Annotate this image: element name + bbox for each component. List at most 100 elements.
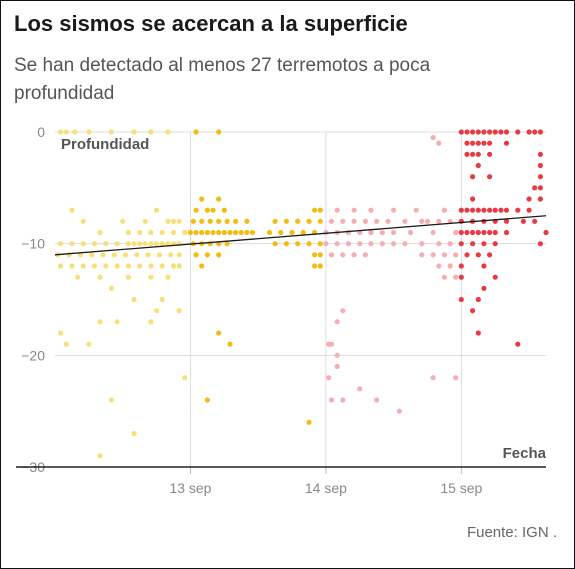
trendline-group: [54, 215, 547, 256]
y-tick-label: 0: [37, 124, 45, 140]
data-point: [537, 185, 544, 191]
data-point: [537, 174, 544, 180]
chart-subtitle: Se han detectado al menos 27 terremotos …: [14, 55, 431, 104]
data-point: [176, 263, 182, 269]
data-point: [154, 308, 160, 314]
data-point: [430, 135, 436, 141]
data-point: [515, 129, 521, 135]
data-point: [419, 241, 425, 247]
data-point: [58, 129, 64, 135]
data-point: [464, 129, 470, 135]
data-point: [233, 218, 239, 224]
data-point: [526, 196, 532, 202]
data-points: [55, 129, 549, 459]
data-point: [168, 252, 174, 258]
data-point: [464, 140, 470, 146]
data-point: [156, 252, 162, 258]
data-point: [125, 241, 131, 247]
data-point: [464, 229, 470, 236]
data-point: [351, 218, 357, 224]
data-point: [328, 218, 335, 224]
data-point: [328, 252, 335, 258]
data-point: [80, 241, 86, 247]
data-point: [300, 229, 306, 236]
data-point: [520, 218, 527, 224]
data-point: [340, 218, 346, 224]
data-point: [190, 218, 196, 224]
data-point: [221, 207, 227, 213]
data-point: [91, 263, 98, 269]
data-point: [137, 263, 143, 269]
data-point: [515, 207, 521, 213]
data-point: [340, 308, 346, 314]
data-point: [131, 296, 137, 303]
data-point: [114, 319, 120, 325]
data-point: [470, 129, 476, 135]
data-point: [351, 207, 357, 213]
data-point: [374, 218, 380, 224]
data-point: [97, 274, 103, 280]
data-point: [340, 252, 346, 258]
data-point: [470, 308, 476, 314]
data-point: [182, 229, 188, 236]
data-point: [193, 252, 199, 258]
data-point: [317, 218, 323, 224]
data-point: [170, 229, 177, 236]
data-point: [396, 408, 402, 414]
data-point: [419, 252, 425, 258]
data-point: [481, 285, 487, 291]
data-point: [58, 241, 64, 247]
data-point: [142, 241, 148, 247]
data-point: [176, 218, 182, 224]
data-point: [458, 241, 464, 247]
data-point: [193, 129, 199, 135]
data-point: [470, 174, 476, 180]
data-point: [108, 129, 114, 135]
data-point: [326, 341, 332, 347]
data-point: [193, 207, 199, 213]
data-point: [295, 218, 301, 224]
data-point: [193, 229, 199, 236]
data-point: [165, 218, 171, 224]
data-point: [487, 151, 493, 157]
data-point: [63, 129, 69, 135]
data-point: [419, 218, 425, 224]
data-point: [233, 229, 239, 236]
data-point: [537, 196, 544, 202]
data-point: [475, 296, 481, 303]
data-point: [80, 263, 86, 269]
data-point: [374, 397, 380, 403]
data-point: [306, 218, 312, 224]
data-point: [306, 241, 312, 247]
data-point: [63, 341, 69, 347]
data-point: [441, 252, 447, 258]
data-point: [103, 241, 109, 247]
data-point: [436, 218, 442, 224]
data-point: [176, 308, 182, 314]
data-point: [154, 241, 160, 247]
data-point: [447, 263, 453, 269]
data-point: [97, 319, 103, 325]
data-point: [328, 397, 335, 403]
data-point: [487, 252, 493, 258]
data-point: [199, 263, 205, 269]
data-point: [97, 229, 103, 236]
x-tick-label: 13 sep: [169, 480, 211, 496]
data-point: [131, 241, 137, 247]
data-point: [114, 241, 120, 247]
data-point: [334, 319, 340, 325]
data-point: [470, 140, 476, 146]
data-point: [492, 241, 498, 247]
data-point: [199, 229, 205, 236]
data-point: [470, 207, 476, 213]
data-point: [503, 218, 510, 224]
data-point: [210, 229, 216, 236]
data-point: [391, 241, 397, 247]
data-point: [334, 363, 340, 370]
data-point: [159, 229, 165, 236]
data-point: [391, 207, 397, 213]
data-point: [216, 129, 222, 135]
data-point: [170, 263, 177, 269]
data-point: [487, 207, 493, 213]
